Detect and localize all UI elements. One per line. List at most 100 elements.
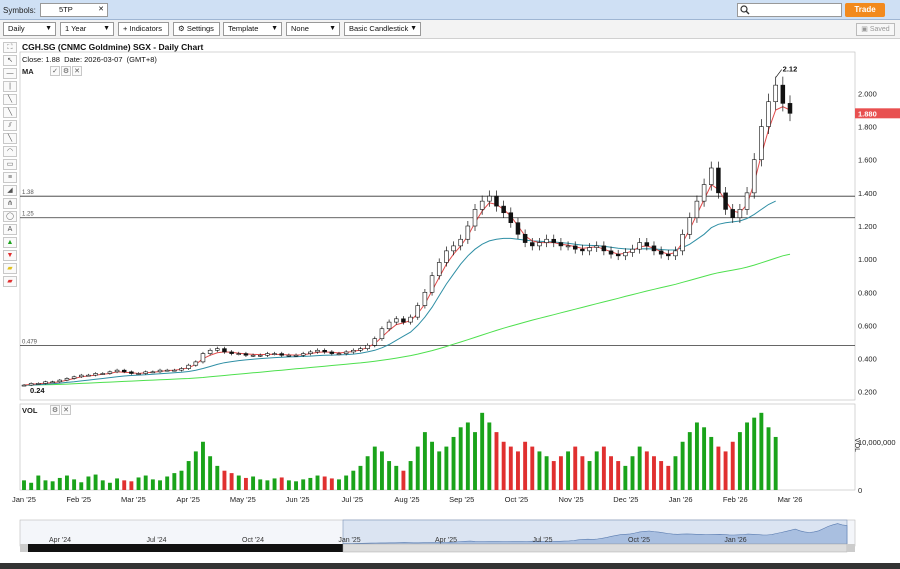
- close-icon[interactable]: ✕: [72, 66, 82, 76]
- candle-body: [121, 369, 127, 373]
- candle-body: [329, 351, 335, 354]
- scroll-left-button[interactable]: [20, 544, 28, 552]
- gear-icon[interactable]: ⚙: [50, 405, 60, 415]
- settings-button[interactable]: ⚙ Settings: [173, 22, 220, 36]
- candle-body: [57, 379, 63, 383]
- symbols-label: Symbols:: [3, 6, 36, 15]
- gear-icon: ⚙: [178, 24, 187, 33]
- symbol-input[interactable]: 5TP ✕: [40, 3, 108, 17]
- volume-bar: [115, 478, 120, 490]
- eraser-icon[interactable]: ▰: [3, 276, 17, 287]
- range-select[interactable]: 1 Year ▼: [60, 22, 114, 36]
- arrow-up-icon[interactable]: ▲: [3, 237, 17, 248]
- candle-body: [79, 374, 84, 378]
- close-icon[interactable]: ✕: [61, 405, 71, 415]
- volume-bar: [680, 441, 685, 490]
- price-tick-label: 0.400: [858, 355, 877, 364]
- arc-icon[interactable]: ◠: [3, 146, 17, 157]
- navigator-scrollbar-thumb[interactable]: [342, 543, 848, 553]
- volume-bar: [730, 441, 735, 490]
- settings-label: Settings: [186, 24, 214, 33]
- gann-fan-icon[interactable]: ◢: [3, 185, 17, 196]
- parallel-channel-icon[interactable]: ⫽: [3, 120, 17, 131]
- vertical-line-icon[interactable]: |: [3, 81, 17, 92]
- candle-body: [780, 84, 786, 104]
- arrow-down-icon[interactable]: ▼: [3, 250, 17, 261]
- volume-bar: [716, 446, 721, 490]
- x-tick-label: Jun '25: [286, 495, 310, 504]
- volume-bar: [165, 476, 170, 490]
- rectangle-icon[interactable]: ▭: [3, 159, 17, 170]
- clear-symbol-icon[interactable]: ✕: [98, 6, 104, 13]
- candle-body: [444, 250, 449, 263]
- candle-body: [479, 200, 485, 210]
- interval-select[interactable]: Daily ▼: [3, 22, 56, 36]
- vol-axis-label: VOL: [853, 438, 860, 453]
- volume-bar: [759, 412, 764, 490]
- extended-line-icon[interactable]: ╲: [3, 133, 17, 144]
- candle-body: [401, 318, 406, 323]
- trade-button[interactable]: Trade: [845, 3, 885, 17]
- volume-bar: [186, 461, 191, 490]
- scroll-right-button[interactable]: [847, 544, 855, 552]
- volume-bar: [129, 481, 134, 490]
- volume-bar: [179, 470, 184, 490]
- horizontal-line-icon[interactable]: —: [3, 68, 17, 79]
- vol-controls: ⚙ ✕: [50, 405, 71, 415]
- pointer-icon[interactable]: ↖: [3, 55, 17, 66]
- indicators-button[interactable]: + Indicators: [118, 22, 169, 36]
- volume-bar: [451, 436, 456, 490]
- volume-bar: [430, 441, 435, 490]
- volume-bar: [659, 461, 664, 490]
- crosshair-icon[interactable]: ⛶: [3, 42, 17, 53]
- volume-bar: [43, 480, 48, 490]
- candle-body: [279, 353, 284, 356]
- volume-bar: [301, 479, 306, 490]
- volume-bar: [480, 412, 485, 490]
- ellipse-icon[interactable]: ◯: [3, 211, 17, 222]
- volume-bar: [387, 461, 392, 490]
- volume-bar: [601, 446, 606, 490]
- template-select[interactable]: Template ▼: [223, 22, 282, 36]
- low-annotation: 0.24: [30, 386, 45, 395]
- trend-line-icon[interactable]: ╲: [3, 94, 17, 105]
- candle-body: [100, 373, 105, 375]
- volume-bar: [737, 432, 742, 490]
- candle-body: [172, 369, 177, 372]
- compare-select[interactable]: None ▼: [286, 22, 340, 36]
- volume-bar: [29, 482, 34, 490]
- candle-body: [637, 242, 642, 250]
- volume-bar: [158, 480, 162, 490]
- volume-bar: [93, 474, 98, 490]
- volume-bar: [408, 461, 413, 490]
- candle-body: [408, 316, 413, 323]
- candle-body: [265, 353, 270, 356]
- volume-bar: [322, 476, 327, 490]
- chart-type-select[interactable]: Basic Candlestick ▼: [344, 22, 421, 36]
- volume-bar: [687, 432, 692, 490]
- volume-bar: [79, 482, 84, 490]
- candle-body: [272, 353, 277, 355]
- volume-bar: [358, 465, 363, 490]
- check-icon[interactable]: ✓: [50, 66, 60, 76]
- highlighter-icon[interactable]: ▰: [3, 263, 17, 274]
- chevron-down-icon: ▼: [410, 25, 417, 32]
- text-icon[interactable]: A: [3, 224, 17, 235]
- gear-icon[interactable]: ⚙: [61, 66, 71, 76]
- candle-body: [465, 225, 471, 240]
- candle-body: [43, 381, 48, 384]
- candle-body: [530, 242, 535, 247]
- volume-bar: [337, 479, 341, 490]
- volume-bar: [587, 461, 592, 490]
- search-input[interactable]: [737, 3, 842, 17]
- volume-bar: [516, 451, 520, 490]
- pitchfork-icon[interactable]: ⋔: [3, 198, 17, 209]
- volume-bar: [637, 446, 642, 490]
- saved-button[interactable]: ▣ Saved: [856, 23, 895, 36]
- volume-bar: [379, 451, 384, 490]
- fibonacci-icon[interactable]: ≡: [3, 172, 17, 183]
- navigator-scrollbar-left[interactable]: [20, 544, 343, 552]
- price-panel[interactable]: [19, 51, 856, 401]
- ray-icon[interactable]: ╲: [3, 107, 17, 118]
